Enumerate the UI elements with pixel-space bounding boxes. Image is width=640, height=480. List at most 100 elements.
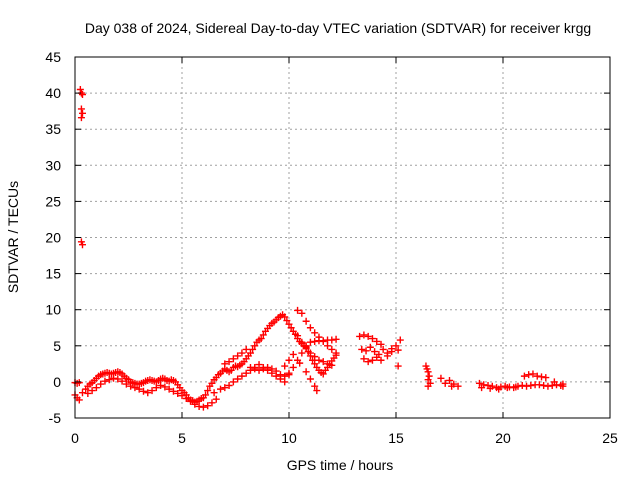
- y-tick-label: 20: [45, 230, 61, 246]
- data-point: [238, 372, 246, 380]
- data-point: [204, 387, 212, 395]
- data-point: [131, 384, 139, 392]
- data-point: [328, 361, 336, 369]
- data-point: [287, 324, 295, 332]
- data-point: [78, 241, 86, 249]
- data-point: [259, 331, 267, 339]
- data-point: [542, 374, 550, 382]
- y-tick-label: 0: [53, 374, 61, 390]
- data-point: [527, 382, 535, 390]
- data-point: [225, 358, 233, 366]
- x-tick-labels: 0 5 10 15 20 25: [71, 430, 618, 446]
- data-point: [368, 335, 376, 343]
- data-point: [328, 345, 336, 353]
- data-point: [424, 368, 432, 376]
- data-point: [424, 376, 432, 384]
- data-point: [105, 376, 113, 384]
- data-point: [281, 362, 289, 370]
- data-point: [208, 379, 216, 387]
- data-point: [246, 349, 254, 357]
- data-point: [210, 389, 218, 397]
- series-cluster-13-15h: [356, 331, 404, 370]
- data-point: [296, 359, 304, 367]
- data-point: [268, 365, 276, 373]
- data-point: [88, 387, 96, 395]
- data-point: [311, 329, 319, 337]
- data-point: [520, 372, 528, 380]
- series-cluster-19-23h: [475, 370, 567, 393]
- x-tick-label: 25: [602, 430, 618, 446]
- data-point: [157, 382, 165, 390]
- data-point: [165, 385, 173, 393]
- data-point: [360, 331, 368, 339]
- data-point: [302, 343, 310, 351]
- x-tick-label: 10: [281, 430, 297, 446]
- y-tick-labels: -5 0 5 10 15 20 25 30 35 40 45: [45, 49, 61, 426]
- grid: [75, 57, 610, 418]
- data-point: [75, 396, 83, 404]
- data-point: [234, 352, 242, 360]
- series-main-track: [71, 311, 340, 411]
- data-point: [373, 353, 381, 361]
- y-tick-label: -5: [49, 410, 62, 426]
- data-point: [495, 385, 503, 393]
- data-point: [289, 363, 297, 371]
- data-point: [306, 324, 314, 332]
- data-point: [388, 345, 396, 353]
- data-point: [257, 335, 265, 343]
- data-point: [366, 343, 374, 351]
- data-point: [251, 365, 259, 373]
- data-point: [114, 375, 122, 383]
- data-point: [328, 336, 336, 344]
- data-point: [441, 379, 449, 387]
- data-point: [324, 342, 332, 350]
- y-tick-label: 35: [45, 121, 61, 137]
- data-point: [392, 342, 400, 350]
- data-point: [377, 340, 385, 348]
- data-point: [283, 317, 291, 325]
- data-point: [446, 376, 453, 384]
- data-point: [285, 356, 293, 364]
- data-point: [199, 403, 207, 411]
- data-point: [298, 309, 306, 317]
- data-point: [371, 348, 379, 356]
- data-point: [212, 395, 220, 403]
- data-point: [518, 382, 526, 390]
- data-point: [550, 378, 558, 386]
- y-tick-label: 40: [45, 85, 61, 101]
- data-point: [77, 114, 85, 122]
- data-point: [302, 368, 310, 376]
- data-point: [525, 371, 533, 379]
- data-point: [182, 395, 190, 403]
- data-point: [169, 387, 177, 395]
- data-point: [478, 384, 486, 392]
- data-point: [144, 389, 152, 397]
- data-point: [424, 382, 432, 390]
- data-point: [298, 349, 306, 357]
- data-point: [178, 392, 186, 400]
- data-point: [251, 342, 259, 350]
- data-point: [529, 370, 537, 378]
- chart-title: Day 038 of 2024, Sidereal Day-to-day VTE…: [85, 20, 591, 36]
- series-cluster-16-18h: [422, 362, 462, 390]
- data-point: [396, 336, 404, 344]
- axis-ticks: [74, 56, 611, 419]
- data-point: [246, 363, 254, 371]
- data-point: [533, 372, 541, 380]
- data-point: [78, 109, 86, 117]
- data-point: [234, 375, 242, 383]
- data-point: [311, 337, 319, 345]
- data-point: [332, 349, 340, 357]
- data-point: [368, 356, 376, 364]
- data-point: [512, 383, 520, 391]
- data-point: [319, 337, 327, 345]
- data-point: [379, 345, 387, 353]
- data-point: [313, 387, 321, 395]
- data-point: [202, 391, 210, 399]
- data-point: [204, 402, 212, 410]
- data-point: [285, 320, 293, 328]
- data-point: [394, 362, 402, 370]
- data-point: [538, 373, 546, 381]
- data-point: [174, 389, 182, 397]
